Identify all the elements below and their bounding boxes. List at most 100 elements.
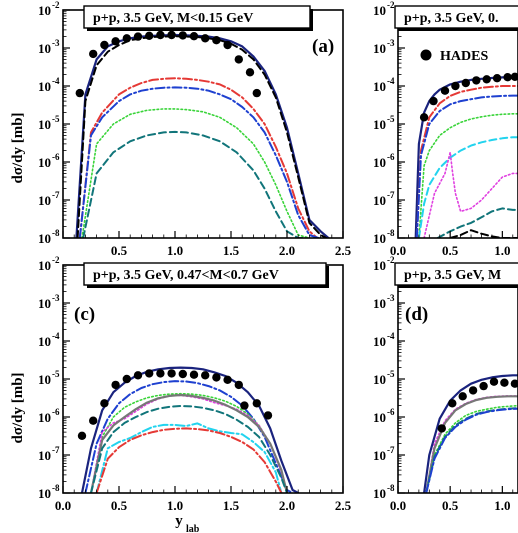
y-tick-exponent: -5 <box>52 369 60 379</box>
title-box <box>394 262 518 286</box>
data-point <box>479 381 488 391</box>
x-tick-label: 1.0 <box>494 243 510 258</box>
data-point <box>223 40 232 50</box>
y-tick-exponent: -4 <box>52 331 60 341</box>
y-tick-exponent: -2 <box>52 255 60 265</box>
data-point <box>77 431 87 440</box>
data-point <box>145 31 154 40</box>
data-points-b <box>419 72 518 122</box>
y-tick-label: 10 <box>373 231 386 246</box>
y-tick-label: 10 <box>38 3 51 18</box>
y-tick-exponent: -8 <box>387 228 395 238</box>
panel-b: 10-810-710-610-510-410-310 -20.0 0.5 1.0p+p… <box>373 0 518 258</box>
series-group-d <box>423 374 518 493</box>
y-tick-exponent: -4 <box>52 76 60 86</box>
y-tick-exponent: -4 <box>387 76 395 86</box>
data-point <box>510 72 518 81</box>
series-line-b-8 <box>449 229 518 238</box>
y-tick-label: 10 <box>373 3 386 18</box>
data-point <box>419 113 429 122</box>
panel-letter: (d) <box>405 304 428 325</box>
y-tick-label: 10 <box>373 448 386 463</box>
x-tick-label: 1.5 <box>223 243 240 258</box>
y-tick-exponent: -7 <box>387 190 395 200</box>
legend-marker <box>420 49 432 61</box>
data-point <box>448 399 457 408</box>
series-line-b-6 <box>423 151 518 238</box>
series-line-b-3 <box>415 94 518 238</box>
series-line-c-3 <box>90 392 288 493</box>
x-tick-label: 0.5 <box>111 243 128 258</box>
data-point <box>167 369 176 378</box>
panel-title: p+p, 3.5 GeV, M<0.15 GeV <box>93 11 253 26</box>
data-point <box>472 76 481 85</box>
y-tick-exponent: -7 <box>52 190 60 200</box>
series-line-a-6 <box>82 130 305 238</box>
data-point <box>100 40 109 50</box>
y-tick-exponent: -8 <box>52 228 60 238</box>
series-group-a <box>75 33 330 238</box>
y-tick-exponent: -5 <box>52 114 60 124</box>
series-line-c-1 <box>80 366 300 493</box>
y-tick-exponent: -3 <box>52 293 60 303</box>
data-point <box>240 401 249 410</box>
data-point <box>145 369 154 378</box>
series-line-d-6 <box>425 407 518 493</box>
data-point <box>489 377 499 386</box>
y-tick-label: 10 <box>38 372 51 387</box>
data-point <box>458 392 467 401</box>
y-tick-exponent: -8 <box>52 483 60 493</box>
series-line-b-5 <box>417 136 518 238</box>
panel-title: p+p, 3.5 GeV, M <box>404 268 501 283</box>
x-axis-title: y <box>175 513 183 529</box>
data-point <box>510 379 518 388</box>
x-tick-label: 1.0 <box>167 243 183 258</box>
x-tick-label: 2.0 <box>279 243 295 258</box>
series-group-c <box>80 366 300 493</box>
y-tick-label: 10 <box>373 155 386 170</box>
data-point <box>122 34 131 43</box>
series-line-c-5 <box>89 393 289 493</box>
data-point <box>234 380 243 390</box>
y-tick-exponent: -6 <box>387 152 395 162</box>
data-point <box>437 424 446 433</box>
y-tick-label: 10 <box>38 41 51 56</box>
data-point <box>189 370 199 379</box>
data-point <box>245 68 255 77</box>
series-line-a-4 <box>78 86 320 238</box>
y-tick-label: 10 <box>38 410 51 425</box>
y-tick-label: 10 <box>38 296 51 311</box>
series-line-d-1 <box>423 374 518 493</box>
series-line-a-2 <box>76 35 328 238</box>
y-tick-exponent: -5 <box>387 114 395 124</box>
y-tick-label: 10 <box>38 448 51 463</box>
x-tick-label: 0.5 <box>442 243 459 258</box>
y-tick-label: 10 <box>373 296 386 311</box>
y-tick-label: 10 <box>38 334 51 349</box>
y-tick-exponent: -6 <box>387 407 395 417</box>
data-point <box>252 399 261 408</box>
panel-letter: (a) <box>312 36 334 57</box>
data-point <box>89 416 98 425</box>
series-line-a-3 <box>78 77 319 238</box>
data-point <box>178 369 187 379</box>
panel-a: 10-810-710-610-510-410-310 -20.5 1.0 1.5 2.0… <box>38 0 352 258</box>
y-tick-exponent: -4 <box>387 331 395 341</box>
y-tick-label: 10 <box>373 334 386 349</box>
data-point <box>252 88 261 98</box>
x-tick-label: 0.0 <box>390 243 406 258</box>
y-tick-exponent: -7 <box>52 445 60 455</box>
data-point <box>429 96 438 106</box>
panel-title: p+p, 3.5 GeV, 0.47<M<0.7 GeV <box>93 268 279 283</box>
data-point <box>468 386 478 395</box>
data-point <box>75 88 85 98</box>
series-line-b-4 <box>418 113 518 238</box>
series-line-c-7 <box>95 422 283 493</box>
series-line-a-5 <box>81 108 311 238</box>
data-point <box>461 78 470 88</box>
data-point <box>492 74 502 83</box>
y-axis-title-top: dσ/dy [mb] <box>10 112 26 183</box>
y-tick-label: 10 <box>373 79 386 94</box>
data-point <box>212 373 221 382</box>
